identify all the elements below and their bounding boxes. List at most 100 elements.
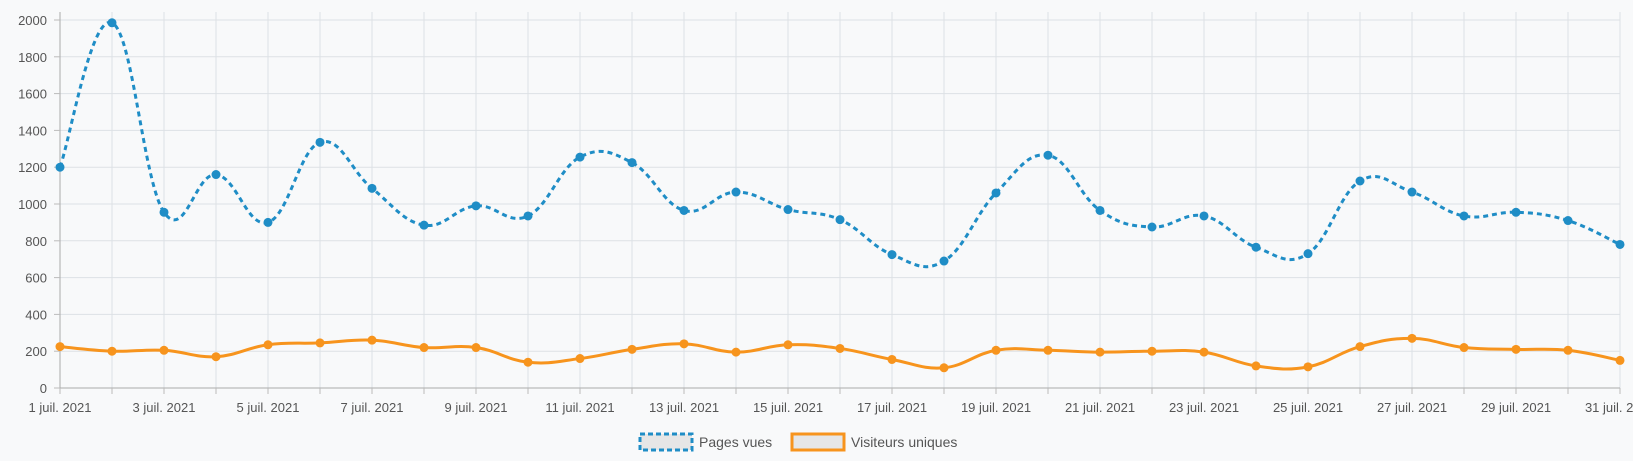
data-point[interactable]	[211, 170, 221, 180]
y-axis-ticks: 0 200 400 600 800 1000 1200 1400 1600 1800 2000	[18, 13, 60, 396]
data-point[interactable]	[887, 250, 897, 260]
data-point[interactable]	[1615, 355, 1625, 365]
y-tick-label: 1200	[18, 160, 47, 175]
data-point[interactable]	[1407, 187, 1417, 197]
legend-swatch	[638, 432, 694, 452]
data-point[interactable]	[731, 347, 741, 357]
data-point[interactable]	[107, 18, 117, 28]
series-pages-vues	[55, 18, 1625, 269]
x-tick-label: 15 juil. 2021	[753, 400, 823, 415]
data-point[interactable]	[55, 162, 65, 172]
x-tick-label: 17 juil. 2021	[857, 400, 927, 415]
x-tick-label: 3 juil. 2021	[133, 400, 196, 415]
data-point[interactable]	[1095, 347, 1105, 357]
data-point[interactable]	[1043, 150, 1053, 160]
legend-item-pages-vues[interactable]: Pages vues	[638, 432, 772, 452]
data-point[interactable]	[315, 137, 325, 147]
data-point[interactable]	[835, 215, 845, 225]
x-tick-label: 13 juil. 2021	[649, 400, 719, 415]
data-point[interactable]	[419, 220, 429, 230]
series-visiteurs-uniques	[55, 333, 1625, 373]
x-axis-ticks: 1 juil. 2021 3 juil. 2021 5 juil. 2021 7 ju…	[29, 388, 1633, 415]
data-point[interactable]	[1147, 346, 1157, 356]
series-layer	[55, 18, 1625, 373]
data-point[interactable]	[1407, 333, 1417, 343]
data-point[interactable]	[159, 207, 169, 217]
data-point[interactable]	[1303, 249, 1313, 259]
data-point[interactable]	[1511, 344, 1521, 354]
y-tick-label: 1400	[18, 123, 47, 138]
x-tick-label: 19 juil. 2021	[961, 400, 1031, 415]
data-point[interactable]	[211, 352, 221, 362]
legend-item-visiteurs-uniques[interactable]: Visiteurs uniques	[790, 432, 957, 452]
y-tick-label: 0	[40, 381, 47, 396]
x-tick-label: 5 juil. 2021	[237, 400, 300, 415]
data-point[interactable]	[783, 205, 793, 215]
y-tick-label: 1800	[18, 50, 47, 65]
data-point[interactable]	[835, 343, 845, 353]
data-point[interactable]	[1615, 239, 1625, 249]
data-point[interactable]	[1511, 207, 1521, 217]
data-point[interactable]	[471, 201, 481, 211]
legend[interactable]: Pages vues Visiteurs uniques	[638, 432, 957, 452]
data-point[interactable]	[1199, 211, 1209, 221]
grid-lines	[59, 12, 1621, 389]
x-tick-label: 1 juil. 2021	[29, 400, 92, 415]
legend-swatch	[790, 432, 846, 452]
x-tick-label: 27 juil. 2021	[1377, 400, 1447, 415]
y-tick-label: 600	[25, 271, 47, 286]
data-point[interactable]	[1043, 345, 1053, 355]
data-point[interactable]	[367, 183, 377, 193]
data-point[interactable]	[471, 343, 481, 353]
data-point[interactable]	[1355, 342, 1365, 352]
data-point[interactable]	[315, 338, 325, 348]
y-tick-label: 1000	[18, 197, 47, 212]
data-point[interactable]	[1563, 345, 1573, 355]
data-point[interactable]	[679, 339, 689, 349]
data-point[interactable]	[783, 340, 793, 350]
data-point[interactable]	[575, 152, 585, 162]
data-point[interactable]	[1251, 242, 1261, 252]
y-tick-label: 400	[25, 307, 47, 322]
data-point[interactable]	[107, 346, 117, 356]
data-point[interactable]	[991, 188, 1001, 198]
data-point[interactable]	[367, 335, 377, 345]
x-tick-label: 21 juil. 2021	[1065, 400, 1135, 415]
x-tick-label: 11 juil. 2021	[545, 400, 614, 415]
data-point[interactable]	[419, 343, 429, 353]
data-point[interactable]	[939, 363, 949, 373]
data-point[interactable]	[1355, 176, 1365, 186]
data-point[interactable]	[1147, 222, 1157, 232]
data-point[interactable]	[991, 345, 1001, 355]
data-point[interactable]	[523, 211, 533, 221]
y-tick-label: 200	[25, 344, 47, 359]
data-point[interactable]	[263, 217, 273, 227]
x-tick-label: 29 juil. 2021	[1481, 400, 1551, 415]
data-point[interactable]	[263, 340, 273, 350]
data-point[interactable]	[1563, 216, 1573, 226]
legend-label: Visiteurs uniques	[851, 434, 957, 450]
data-point[interactable]	[679, 205, 689, 215]
data-point[interactable]	[731, 187, 741, 197]
y-tick-label: 1600	[18, 87, 47, 102]
data-point[interactable]	[575, 354, 585, 364]
data-point[interactable]	[939, 256, 949, 266]
data-point[interactable]	[1199, 347, 1209, 357]
data-point[interactable]	[55, 342, 65, 352]
data-point[interactable]	[1459, 343, 1469, 353]
x-tick-label: 9 juil. 2021	[445, 400, 508, 415]
data-point[interactable]	[887, 354, 897, 364]
data-point[interactable]	[627, 344, 637, 354]
y-tick-label: 2000	[18, 13, 47, 28]
data-point[interactable]	[523, 357, 533, 367]
data-point[interactable]	[1459, 211, 1469, 221]
data-point[interactable]	[1251, 361, 1261, 371]
y-tick-label: 800	[25, 234, 47, 249]
data-point[interactable]	[159, 345, 169, 355]
data-point[interactable]	[1303, 362, 1313, 372]
data-point[interactable]	[627, 158, 637, 168]
data-point[interactable]	[1095, 205, 1105, 215]
x-tick-label: 7 juil. 2021	[341, 400, 404, 415]
